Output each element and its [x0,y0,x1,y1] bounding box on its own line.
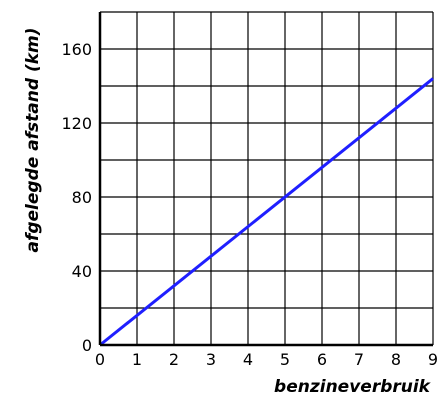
x-tick-label: 5 [280,350,290,369]
x-tick-label: 9 [428,350,438,369]
y-tick-label: 0 [82,336,92,355]
x-tick-label: 1 [132,350,142,369]
x-tick-label: 3 [206,350,216,369]
y-tick-label: 40 [72,262,92,281]
x-tick-label: 6 [317,350,327,369]
axes [98,12,433,347]
x-tick-label: 8 [391,350,401,369]
x-tick-label: 4 [243,350,253,369]
y-axis-label: afgelegde afstand (km) [23,27,43,252]
y-tick-label: 160 [61,40,92,59]
x-tick-label: 0 [95,350,105,369]
y-tick-label: 80 [72,188,92,207]
x-tick-label: 2 [169,350,179,369]
x-tick-label: 7 [354,350,364,369]
grid [99,11,434,346]
series-line [99,77,434,347]
x-axis-label: benzineverbruik [274,377,432,397]
series [99,77,434,347]
y-tick-label: 120 [61,114,92,133]
ticks: 0 1 2 3 4 5 6 7 8 9 0 40 80 120 160 [61,40,438,369]
